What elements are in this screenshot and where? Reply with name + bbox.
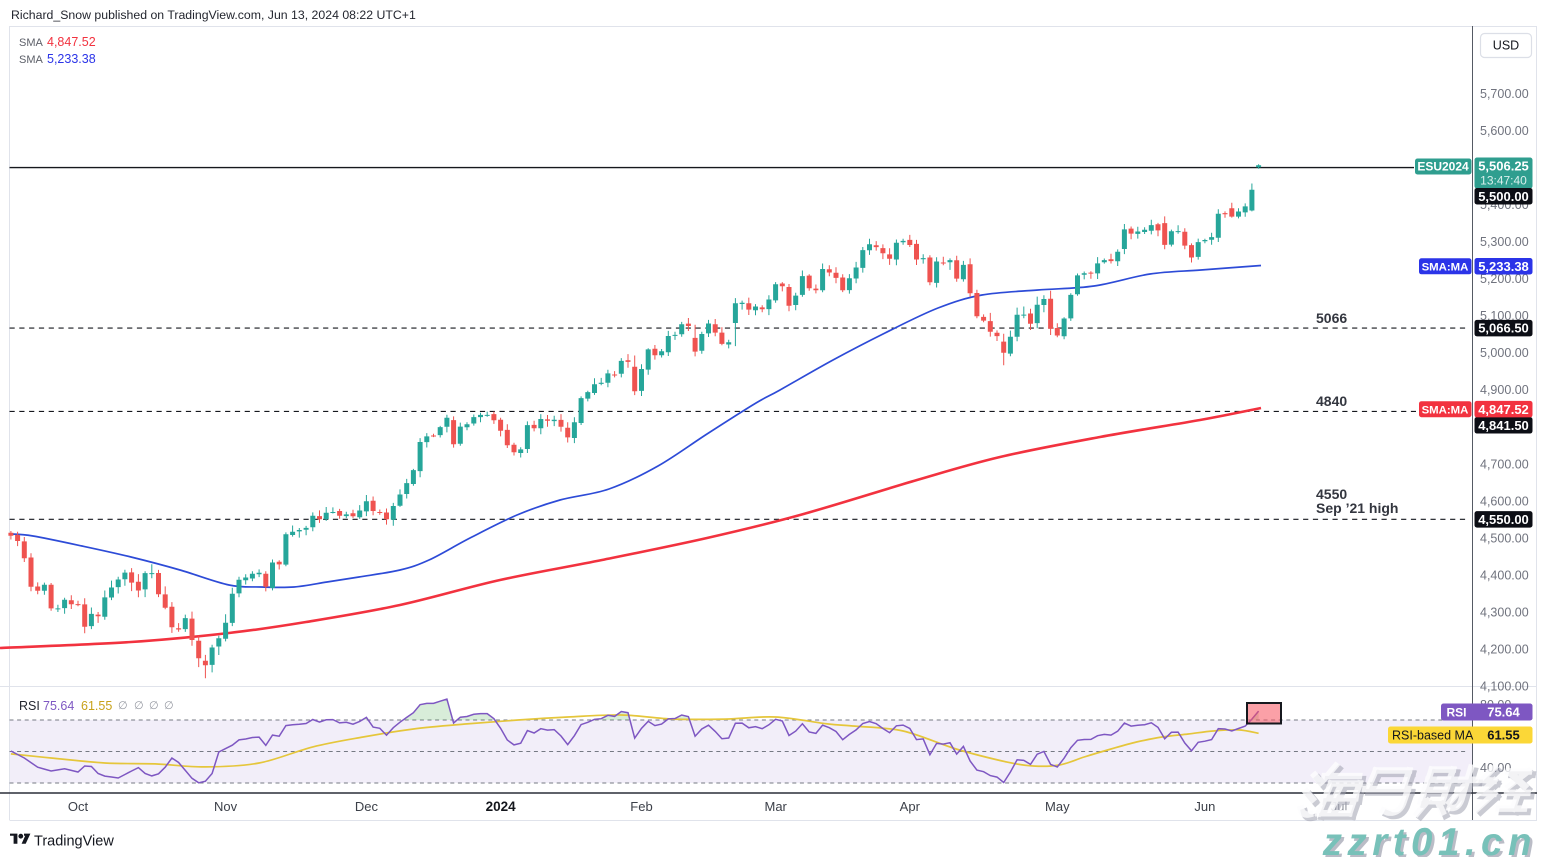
svg-text:5,500.00: 5,500.00 — [1478, 189, 1529, 204]
svg-text:5,000.00: 5,000.00 — [1480, 346, 1529, 360]
svg-text:Nov: Nov — [214, 799, 238, 814]
svg-text:∅: ∅ — [134, 700, 144, 712]
svg-text:Jun: Jun — [1194, 799, 1215, 814]
svg-text:RSI-based MA: RSI-based MA — [1392, 729, 1474, 743]
svg-text:5,200.00: 5,200.00 — [1480, 272, 1529, 286]
svg-text:61.55: 61.55 — [81, 699, 112, 713]
svg-text:5,233.38: 5,233.38 — [1478, 259, 1529, 274]
svg-text:May: May — [1045, 799, 1070, 814]
svg-text:5,233.38: 5,233.38 — [47, 52, 96, 66]
svg-text:Sep ’21 high: Sep ’21 high — [1316, 500, 1398, 516]
svg-text:∅: ∅ — [164, 700, 174, 712]
svg-text:5,066.50: 5,066.50 — [1478, 321, 1529, 336]
svg-text:Mar: Mar — [765, 799, 788, 814]
svg-text:5,600.00: 5,600.00 — [1480, 124, 1529, 138]
svg-text:Dec: Dec — [355, 799, 379, 814]
svg-text:SMA:MA: SMA:MA — [1422, 262, 1469, 274]
svg-text:75.64: 75.64 — [43, 699, 74, 713]
svg-text:4,847.52: 4,847.52 — [47, 35, 96, 49]
svg-text:4,200.00: 4,200.00 — [1480, 643, 1529, 657]
svg-text:4,841.50: 4,841.50 — [1478, 418, 1529, 433]
svg-text:∅: ∅ — [118, 700, 128, 712]
svg-text:zzrt01.cn: zzrt01.cn — [1324, 823, 1539, 857]
svg-text:4,100.00: 4,100.00 — [1480, 680, 1529, 694]
svg-text:Feb: Feb — [630, 799, 652, 814]
svg-text:61.55: 61.55 — [1487, 728, 1520, 743]
svg-text:4,900.00: 4,900.00 — [1480, 383, 1529, 397]
svg-text:5,506.25: 5,506.25 — [1478, 159, 1529, 174]
svg-text:SMA: SMA — [19, 54, 44, 66]
svg-text:∅: ∅ — [149, 700, 159, 712]
svg-text:SMA:MA: SMA:MA — [1422, 405, 1469, 417]
svg-text:Oct: Oct — [68, 799, 89, 814]
svg-text:5066: 5066 — [1316, 310, 1347, 326]
svg-text:RSI: RSI — [19, 699, 40, 713]
svg-text:ESU2024: ESU2024 — [1417, 160, 1469, 174]
svg-text:4,600.00: 4,600.00 — [1480, 494, 1529, 508]
svg-text:75.64: 75.64 — [1487, 705, 1520, 720]
svg-text:4,500.00: 4,500.00 — [1480, 531, 1529, 545]
svg-text:TradingView: TradingView — [34, 834, 114, 850]
svg-text:4,400.00: 4,400.00 — [1480, 568, 1529, 582]
svg-text:5,300.00: 5,300.00 — [1480, 235, 1529, 249]
svg-text:4,550.00: 4,550.00 — [1478, 512, 1529, 527]
svg-text:4,847.52: 4,847.52 — [1478, 402, 1529, 417]
svg-text:4,300.00: 4,300.00 — [1480, 605, 1529, 619]
svg-text:2024: 2024 — [486, 799, 517, 814]
svg-text:5,100.00: 5,100.00 — [1480, 309, 1529, 323]
svg-text:5,700.00: 5,700.00 — [1480, 87, 1529, 101]
svg-text:13:47:40: 13:47:40 — [1480, 174, 1527, 188]
svg-text:zzrt01.cn: zzrt01.cn — [1322, 821, 1537, 857]
svg-text:Richard_Snow published on Trad: Richard_Snow published on TradingView.co… — [11, 8, 416, 22]
svg-text:4550: 4550 — [1316, 486, 1347, 502]
svg-text:RSI: RSI — [1446, 705, 1466, 719]
svg-text:Apr: Apr — [900, 799, 921, 814]
svg-text:4840: 4840 — [1316, 393, 1347, 409]
svg-text:4,700.00: 4,700.00 — [1480, 457, 1529, 471]
svg-text:USD: USD — [1493, 39, 1519, 53]
svg-text:SMA: SMA — [19, 37, 44, 49]
